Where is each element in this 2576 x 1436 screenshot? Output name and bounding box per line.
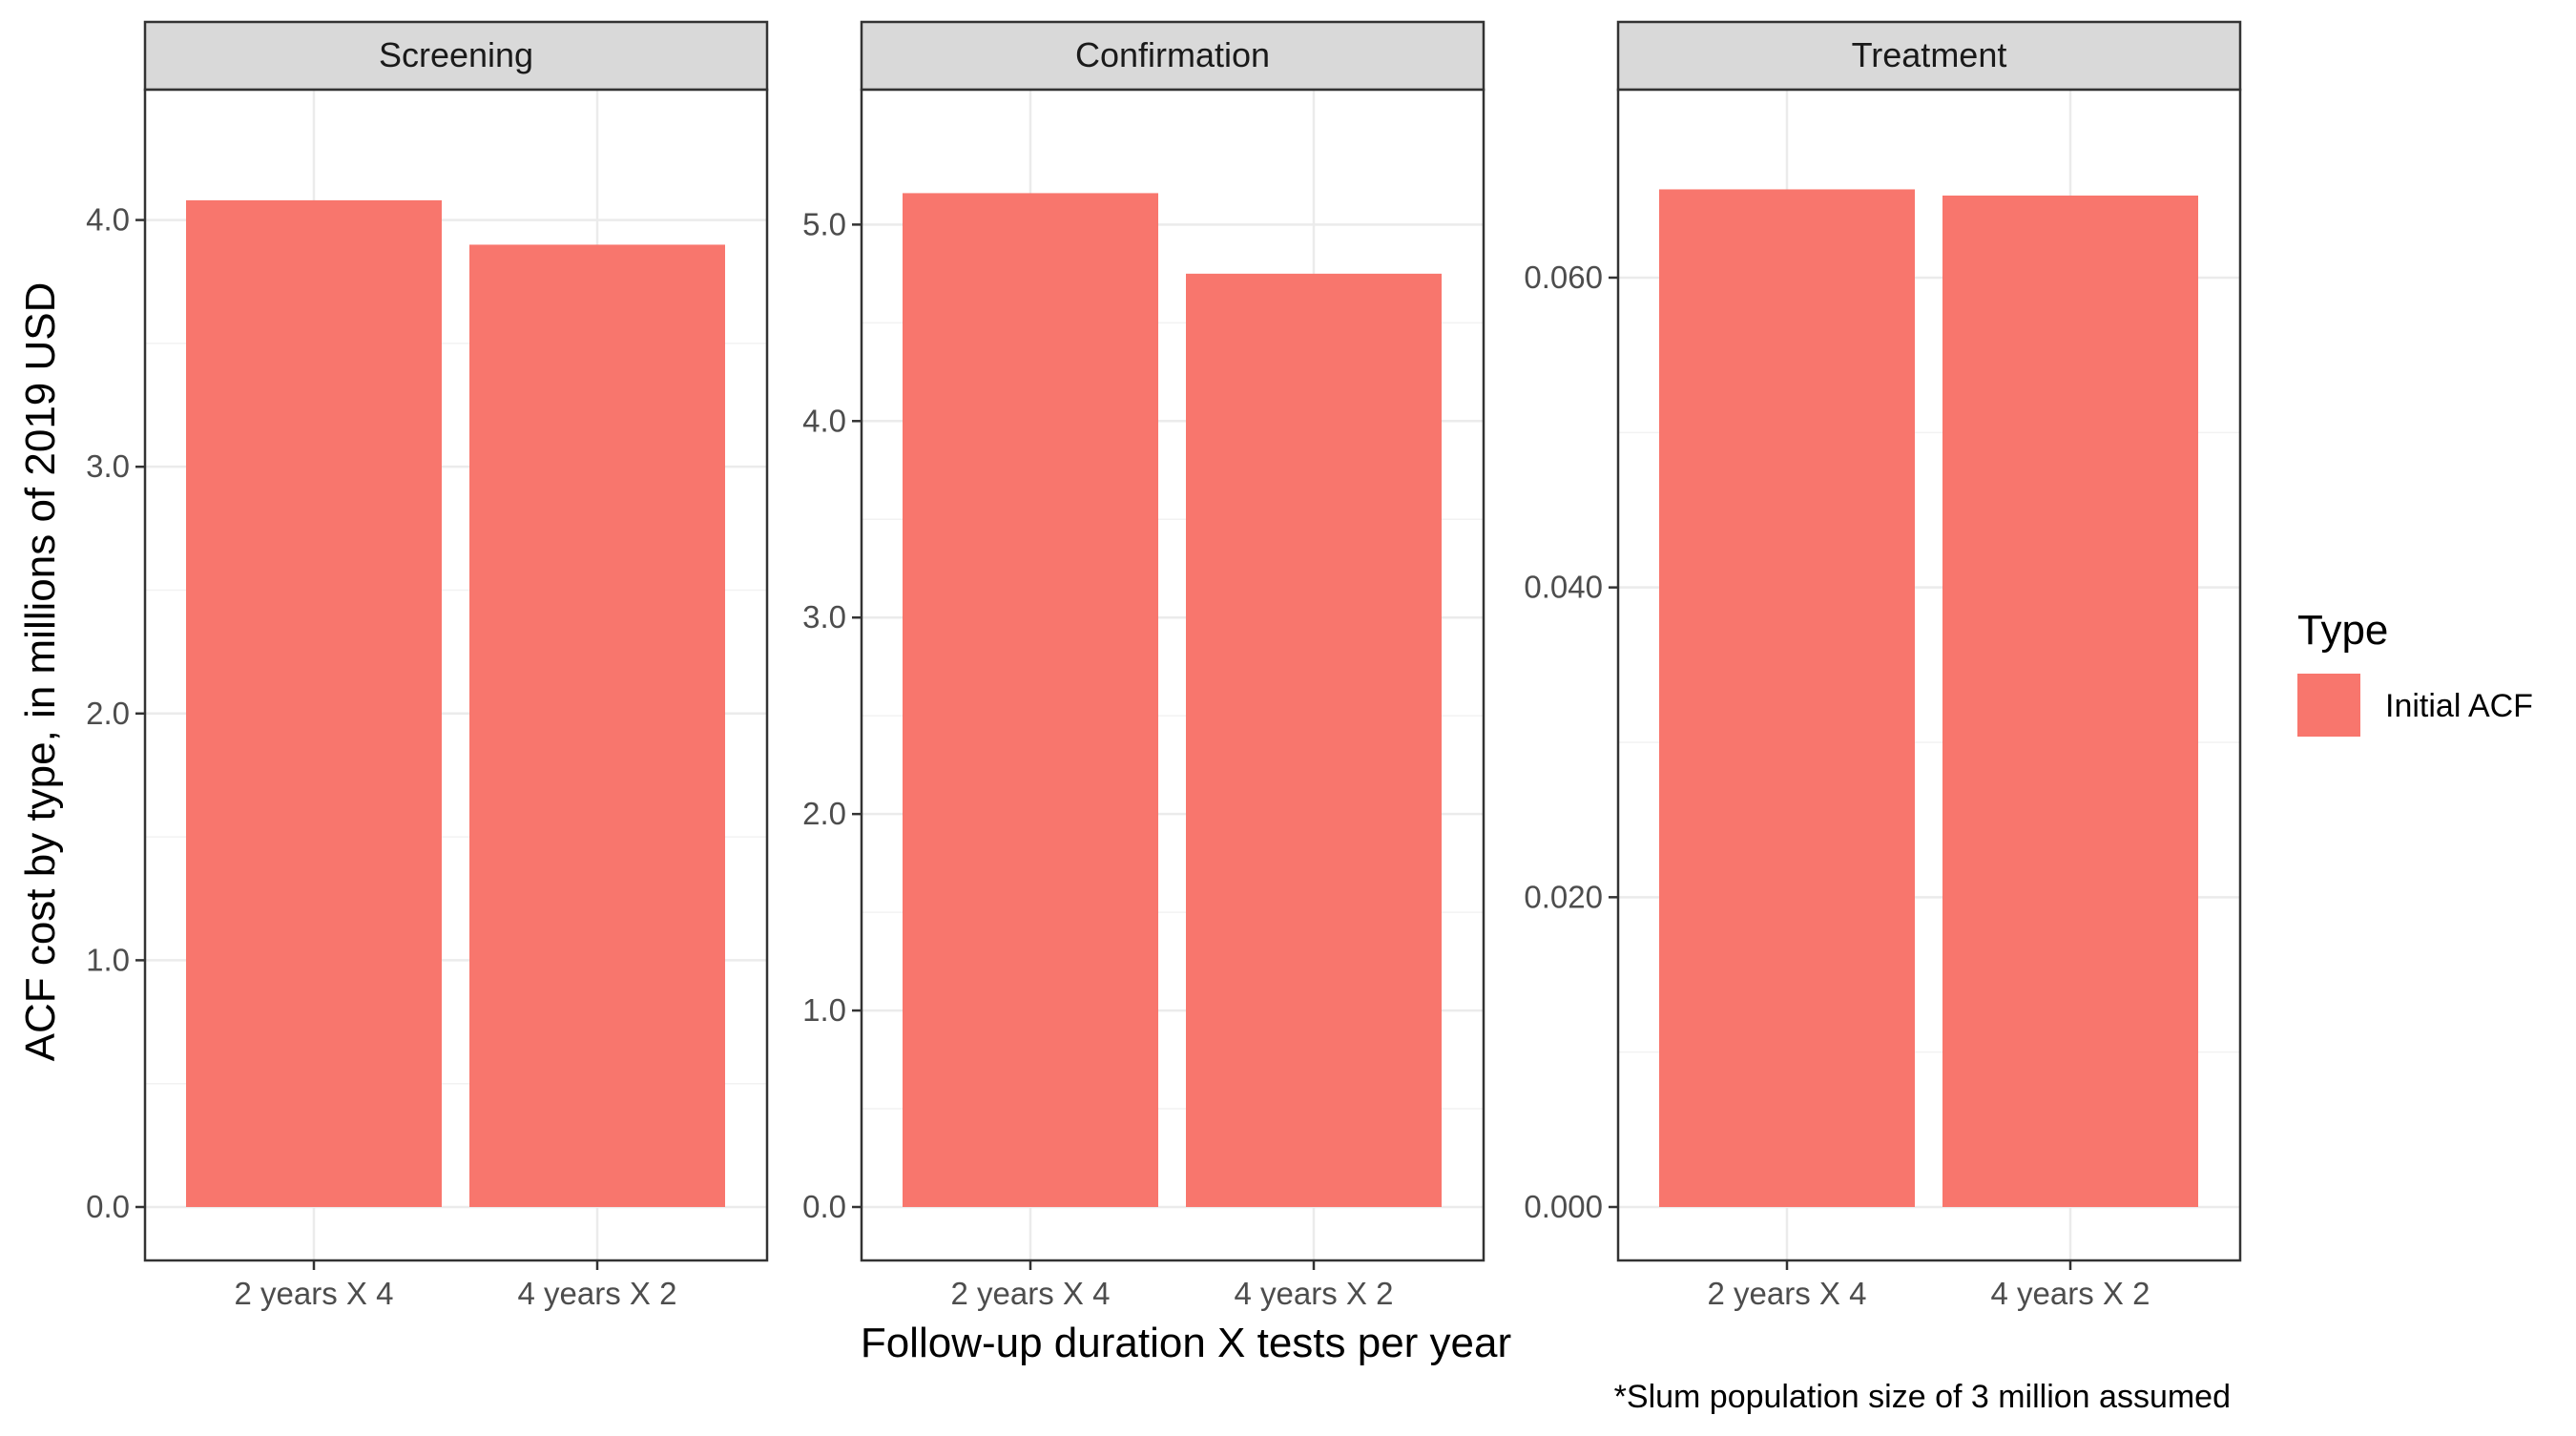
y-tick-label-confirmation: 2.0: [802, 796, 846, 831]
panel-border-screening: [143, 88, 769, 1262]
panel-screening: Screening 0.0 1.0 2.0 3.0 4.0 2 years X 4 4 yea…: [86, 20, 769, 1311]
y-tick-label-confirmation: 0.0: [802, 1189, 846, 1224]
panels-layer: Screening 0.0 1.0 2.0 3.0 4.0 2 years X 4 4 yea…: [86, 20, 2242, 1311]
x-axis-title: Follow-up duration X tests per year: [861, 1320, 1511, 1366]
x-tick-label-confirmation: 2 years X 4: [951, 1276, 1111, 1311]
y-tick-label-screening: 3.0: [86, 448, 130, 484]
x-tick-label-screening: 4 years X 2: [518, 1276, 677, 1311]
legend: Type Initial ACF: [2297, 607, 2533, 737]
panel-treatment: Treatment 0.000 0.020 0.040 0.060 2 years X 4…: [1524, 20, 2242, 1311]
panel-border-treatment: [1616, 88, 2242, 1262]
bar-screening-2-years-x-4: [186, 199, 442, 1207]
x-tick-label-treatment: 2 years X 4: [1708, 1276, 1867, 1311]
x-tick-label-screening: 2 years X 4: [235, 1276, 394, 1311]
y-tick-label-treatment: 0.020: [1524, 879, 1603, 914]
y-tick-label-screening: 4.0: [86, 202, 130, 238]
panel-border-confirmation: [860, 88, 1485, 1262]
y-axis-title: ACF cost by type, in millions of 2019 US…: [17, 282, 64, 1062]
y-tick-label-screening: 2.0: [86, 696, 130, 731]
strip-background-confirmation: [860, 20, 1485, 92]
y-tick-label-confirmation: 3.0: [802, 599, 846, 635]
x-tick-label-treatment: 4 years X 2: [1991, 1276, 2150, 1311]
y-tick-label-treatment: 0.000: [1524, 1189, 1603, 1224]
y-tick-label-screening: 1.0: [86, 942, 130, 977]
strip-background-screening: [143, 20, 769, 92]
bar-confirmation-2-years-x-4: [903, 193, 1158, 1207]
y-tick-label-treatment: 0.040: [1524, 570, 1603, 605]
legend-title: Type: [2297, 607, 2388, 654]
strip-background-treatment: [1616, 20, 2242, 92]
strip-label-confirmation: Confirmation: [1075, 35, 1270, 74]
bar-treatment-2-years-x-4: [1659, 189, 1915, 1208]
y-tick-label-confirmation: 4.0: [802, 403, 846, 438]
legend-label-initial-acf: Initial ACF: [2385, 688, 2533, 724]
panel-confirmation: Confirmation 0.0 1.0 2.0 3.0 4.0 5.0 2 years X …: [802, 20, 1485, 1311]
bar-screening-4-years-x-2: [469, 244, 725, 1207]
y-tick-label-confirmation: 1.0: [802, 992, 846, 1028]
y-tick-label-treatment: 0.060: [1524, 260, 1603, 295]
strip-label-treatment: Treatment: [1852, 35, 2007, 74]
legend-key-initial-acf: [2297, 674, 2360, 737]
caption: *Slum population size of 3 million assum…: [1614, 1379, 2231, 1415]
strip-label-screening: Screening: [379, 35, 533, 74]
bar-treatment-4-years-x-2: [1942, 195, 2198, 1207]
y-tick-label-confirmation: 5.0: [802, 206, 846, 241]
y-tick-label-screening: 0.0: [86, 1189, 130, 1224]
bar-confirmation-4-years-x-2: [1186, 273, 1442, 1208]
x-tick-label-confirmation: 4 years X 2: [1235, 1276, 1394, 1311]
